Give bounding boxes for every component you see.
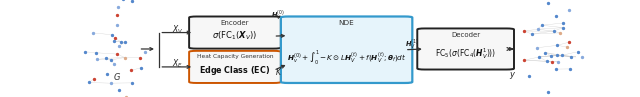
FancyBboxPatch shape xyxy=(189,16,281,49)
FancyBboxPatch shape xyxy=(189,51,281,83)
Text: Decoder: Decoder xyxy=(451,32,480,38)
Text: Heat Capacity Generation: Heat Capacity Generation xyxy=(196,54,273,59)
Text: $X_E$: $X_E$ xyxy=(172,58,183,70)
Text: $\mathbf{Edge\ Class\ (EC)}$: $\mathbf{Edge\ Class\ (EC)}$ xyxy=(200,64,271,77)
Text: $G$: $G$ xyxy=(113,71,121,82)
FancyBboxPatch shape xyxy=(281,16,412,83)
Text: $\hat{y}$: $\hat{y}$ xyxy=(509,67,516,82)
Text: $\boldsymbol{H}_V^{(0)}$: $\boldsymbol{H}_V^{(0)}$ xyxy=(271,9,284,23)
FancyBboxPatch shape xyxy=(417,28,514,70)
Text: $K$: $K$ xyxy=(275,66,282,77)
Text: $\boldsymbol{H}_v^{(0)}+\int_0^1\!-K\odot L\boldsymbol{H}_V^{(t)}+f(\boldsymbol{: $\boldsymbol{H}_v^{(0)}+\int_0^1\!-K\odo… xyxy=(287,48,406,67)
Text: $\boldsymbol{H}_V^{(1)}$: $\boldsymbol{H}_V^{(1)}$ xyxy=(405,37,419,52)
Text: $\sigma(\mathrm{FC}_1(\boldsymbol{X}_V))$: $\sigma(\mathrm{FC}_1(\boldsymbol{X}_V))… xyxy=(212,30,257,42)
Text: NDE: NDE xyxy=(339,20,355,26)
Text: $\mathrm{FC}_5(\sigma(\mathrm{FC}_4(\boldsymbol{H}_V^1)))$: $\mathrm{FC}_5(\sigma(\mathrm{FC}_4(\bol… xyxy=(435,46,496,61)
Text: Encoder: Encoder xyxy=(221,20,249,26)
Text: $X_V$: $X_V$ xyxy=(172,23,184,36)
